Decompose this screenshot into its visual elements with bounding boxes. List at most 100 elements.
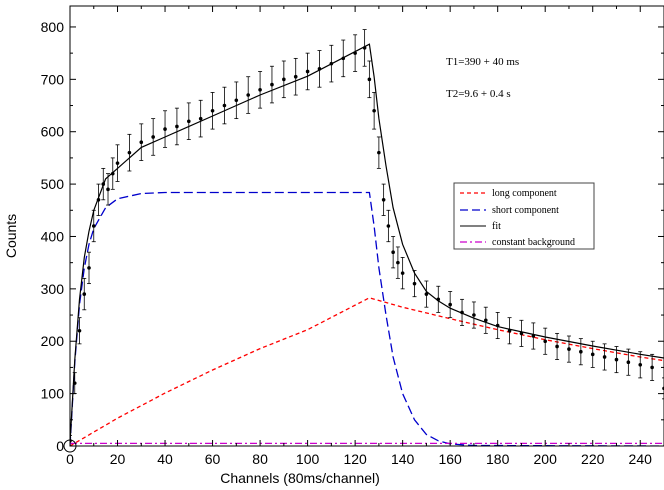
data-point — [395, 246, 400, 279]
data-point — [650, 353, 655, 381]
data-point — [317, 50, 322, 88]
y-axis-title: Counts — [3, 214, 19, 258]
data-point — [222, 86, 227, 125]
data-point — [246, 76, 251, 114]
annotation-t1: T1=390 + 40 ms — [446, 56, 519, 68]
data-point — [110, 157, 115, 190]
y-tick-label: 400 — [41, 228, 65, 244]
axis-ticks: 0 20 40 60 80 100 120 140 160 180 200 220 240 0 100 200… — [41, 6, 664, 467]
data-point — [341, 39, 346, 78]
series-line-short-component — [70, 191, 664, 446]
data-point — [163, 110, 168, 148]
data-point — [210, 92, 215, 130]
x-tick-label: 100 — [296, 451, 320, 467]
data-point — [82, 277, 87, 311]
x-tick-label: 40 — [157, 451, 173, 467]
data-point — [174, 107, 179, 146]
x-tick-label: 160 — [438, 451, 462, 467]
x-tick-label: 180 — [486, 451, 510, 467]
data-point — [115, 144, 120, 182]
data-point — [614, 346, 619, 374]
data-point — [376, 136, 381, 169]
data-point — [436, 285, 441, 313]
data-point — [555, 332, 560, 360]
data-point — [258, 71, 263, 109]
data-point — [91, 209, 96, 243]
y-tick-label: 500 — [41, 176, 65, 192]
data-point — [590, 340, 595, 368]
data-point — [495, 312, 500, 340]
x-tick-label: 140 — [391, 451, 415, 467]
legend-label-fit: fit — [492, 221, 501, 232]
data-point — [391, 236, 396, 269]
data-point — [626, 348, 631, 376]
data-point — [424, 280, 429, 308]
data-point — [329, 44, 334, 83]
series-line-fit — [70, 43, 664, 444]
legend-label-long: long component — [492, 188, 557, 199]
data-point — [353, 34, 358, 72]
data-point — [543, 327, 548, 355]
data-point — [471, 301, 476, 329]
data-point — [77, 317, 82, 345]
y-tick-label: 200 — [41, 333, 65, 349]
data-point — [531, 322, 536, 350]
data-point — [269, 65, 274, 104]
x-tick-label: 80 — [252, 451, 268, 467]
data-point — [234, 81, 239, 120]
data-point — [139, 123, 144, 161]
data-point — [87, 251, 92, 285]
data-point — [96, 183, 101, 216]
data-point — [386, 209, 391, 243]
data-point — [566, 335, 571, 363]
x-tick-label: 240 — [629, 451, 653, 467]
data-point — [483, 306, 488, 334]
x-tick-label: 20 — [110, 451, 126, 467]
legend-label-short: short component — [492, 205, 559, 216]
data-point — [101, 167, 106, 201]
data-point — [519, 319, 524, 347]
data-point — [186, 102, 191, 140]
y-tick-label: 0 — [56, 438, 64, 454]
data-point — [460, 298, 465, 326]
x-tick-label: 120 — [343, 451, 367, 467]
x-tick-label: 60 — [205, 451, 221, 467]
data-point — [507, 317, 512, 345]
data-point — [602, 343, 607, 371]
data-point — [198, 99, 203, 138]
data-point — [372, 92, 377, 130]
plot-area — [70, 29, 664, 446]
legend-label-background: constant background — [492, 237, 575, 248]
legend-box — [453, 182, 595, 250]
data-point — [400, 257, 405, 290]
y-tick-label: 600 — [41, 124, 65, 140]
data-point — [151, 118, 156, 156]
x-axis-title: Channels (80ms/channel) — [220, 470, 380, 486]
x-tick-label: 0 — [66, 451, 74, 467]
data-point — [578, 338, 583, 366]
y-tick-label: 100 — [41, 386, 65, 402]
annotation-t2: T2=9.6 + 0.4 s — [446, 88, 511, 100]
y-tick-label: 300 — [41, 281, 65, 297]
data-point — [72, 372, 77, 395]
data-point — [638, 351, 643, 379]
data-point — [448, 291, 453, 319]
data-point — [367, 60, 372, 99]
data-point — [106, 173, 111, 206]
origin-marker — [63, 439, 77, 453]
data-point — [381, 183, 386, 216]
data-point — [127, 133, 132, 172]
legend: long component short component fit const… — [453, 182, 595, 250]
y-tick-label: 700 — [41, 71, 65, 87]
plot-frame — [69, 5, 664, 447]
data-point — [412, 270, 417, 298]
x-tick-label: 200 — [534, 451, 558, 467]
series-line-long-component — [70, 297, 664, 446]
data-point — [293, 57, 298, 96]
data-point — [305, 52, 310, 91]
x-tick-label: 220 — [581, 451, 605, 467]
data-point — [362, 29, 367, 67]
data-point — [281, 60, 286, 99]
y-tick-label: 800 — [41, 19, 65, 35]
